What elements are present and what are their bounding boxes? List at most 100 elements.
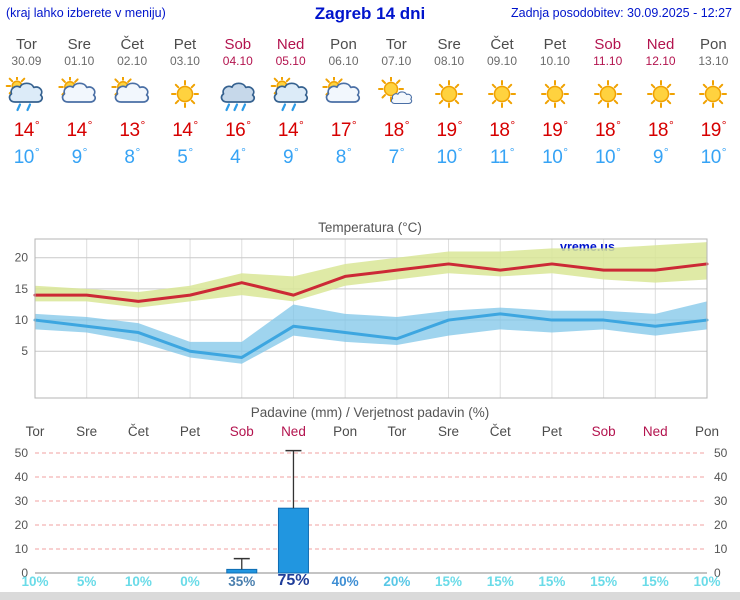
precip-day-label: Čet [127,424,149,439]
day-column-6: Ned 05.10 14° 9° [264,30,317,169]
temperature-chart-title: Temperatura (°C) [318,220,422,235]
precip-day-label: Pon [694,424,720,439]
sun-cloud-icon [106,77,159,113]
svg-text:10: 10 [15,542,29,556]
precipitation-bar [226,568,258,574]
precip-probability: 15% [538,574,566,589]
precipitation-chart-title: Padavine (mm) / Verjetnost padavin (%) [250,405,490,420]
day-date: 06.10 [328,54,359,68]
day-name: Čet [490,36,514,53]
precip-probability: 15% [641,574,669,589]
day-date: 09.10 [487,54,518,68]
svg-text:30: 30 [714,494,728,508]
svg-text:0: 0 [21,566,28,578]
precipitation-chart: 0 0 10 10 20 20 30 30 40 40 50 50 [15,446,728,578]
sunny-icon [687,77,740,113]
max-temperature: 18° [647,118,674,141]
svg-text:0: 0 [714,566,721,578]
precip-day-label: Sre [76,424,98,439]
location-menu-hint: (kraj lahko izberete v meniju) [6,6,166,20]
day-name: Sob [594,36,622,53]
min-temperature: 10° [700,145,727,168]
precip-probability: 10% [693,574,721,589]
precip-probability: 15% [435,574,463,589]
max-temperature: 14° [277,118,304,141]
precip-day-label: Pet [179,424,201,439]
svg-text:20: 20 [714,518,728,532]
min-temperature: 8° [335,145,352,168]
day-column-12: Sob 11.10 18° 10° [581,30,634,169]
min-temperature-line [33,312,709,359]
precip-day-label: Sob [229,424,254,439]
max-temperature: 18° [594,118,621,141]
day-date: 13.10 [698,54,729,68]
sunny-icon [476,77,529,113]
max-temperature: 19° [542,118,568,141]
day-column-9: Sre 08.10 19° 10° [423,30,476,169]
day-date: 05.10 [275,54,306,68]
svg-text:40: 40 [714,470,728,484]
precip-day-label: Pon [333,424,358,439]
max-temperature: 19° [700,118,727,141]
min-temperature: 7° [388,145,405,168]
sun-cloud-icon [317,77,370,113]
precip-day-label: Tor [25,424,45,439]
rain-icon [211,77,264,113]
min-temperature: 10° [542,145,568,168]
day-column-1: Tor 30.09 14° 10° [0,30,53,169]
day-name: Tor [16,36,37,53]
precipitation-day-labels-row: Tor Sre Čet Pet Sob Ned Pon Tor Sre Čet Pet Sob Ned P… [0,424,740,440]
precip-probability: 15% [590,574,618,589]
day-date: 07.10 [381,54,412,68]
day-column-7: Pon 06.10 17° 8° [317,30,370,169]
day-name: Pon [330,36,357,53]
min-temperature: 9° [71,145,88,168]
max-temperature: 17° [330,118,357,141]
day-column-4: Pet 03.10 14° 5° [159,30,212,169]
day-name: Sre [437,36,461,53]
min-temperature: 8° [124,145,140,168]
sunny-icon [423,77,476,113]
day-name: Sre [67,36,91,53]
day-column-3: Čet 02.10 13° 8° [106,30,159,169]
precip-probability: 35% [228,574,256,589]
day-date: 11.10 [593,54,623,68]
day-column-10: Čet 09.10 18° 11° [476,30,529,169]
day-date: 30.09 [11,54,42,68]
max-temperature: 19° [436,118,462,141]
svg-text:15: 15 [15,282,29,296]
max-temperature: 18° [489,118,515,141]
horizontal-scrollbar-track[interactable] [0,592,740,600]
svg-text:50: 50 [714,446,728,460]
min-temperature: 9° [652,145,669,168]
day-column-11: Pet 10.10 19° 10° [528,30,581,169]
precip-day-label: Tor [387,424,407,439]
min-temperature: 11° [489,145,515,168]
precip-probability: 5% [76,574,97,589]
max-temperature-range-band [35,242,707,308]
day-column-5: Sob 04.10 16° 4° [211,30,264,169]
svg-text:30: 30 [15,494,29,508]
precip-day-label: Ned [281,424,306,439]
sunny-icon [634,77,687,113]
min-temperature: 4° [230,145,246,168]
precip-probability: 0% [180,574,200,589]
day-date: 02.10 [117,54,148,68]
max-temperature: 14° [172,118,198,141]
precip-day-label: Ned [642,424,668,439]
svg-text:5: 5 [21,344,28,358]
day-column-2: Sre 01.10 14° 9° [53,30,106,169]
min-temperature: 10° [13,145,40,168]
temperature-chart: 5 10 15 20 [15,238,709,399]
precip-probability: 10% [124,574,152,589]
precip-probability: 20% [383,574,411,589]
svg-text:20: 20 [15,251,29,265]
sunny-icon [581,77,634,113]
day-column-14: Pon 13.10 19° 10° [687,30,740,169]
svg-text:10: 10 [714,542,728,556]
svg-text:20: 20 [15,518,29,532]
sunny-icon [528,77,581,113]
day-date: 01.10 [64,54,95,68]
svg-text:40: 40 [15,470,29,484]
